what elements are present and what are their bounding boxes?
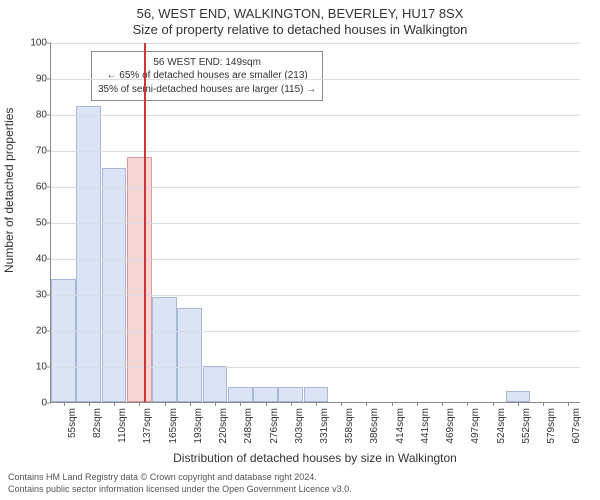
histogram-bar bbox=[228, 387, 253, 401]
y-tick-label: 0 bbox=[41, 397, 47, 408]
histogram-bar bbox=[506, 391, 531, 402]
x-tick-label: 497sqm bbox=[470, 408, 481, 444]
footer-line2: Contains public sector information licen… bbox=[8, 483, 596, 495]
x-tick-label: 386sqm bbox=[369, 408, 380, 444]
x-tick-label: 441sqm bbox=[420, 408, 431, 444]
x-tick-mark bbox=[215, 402, 216, 406]
x-tick-mark bbox=[366, 402, 367, 406]
histogram-bar bbox=[203, 366, 228, 402]
y-axis-label: Number of detached properties bbox=[2, 107, 16, 272]
x-tick-mark bbox=[266, 402, 267, 406]
x-tick-label: 276sqm bbox=[269, 408, 280, 444]
annotation-line2: ← 65% of detached houses are smaller (21… bbox=[98, 69, 316, 83]
x-tick-mark bbox=[64, 402, 65, 406]
x-tick-mark bbox=[543, 402, 544, 406]
y-tick-label: 90 bbox=[36, 73, 47, 84]
x-tick-mark bbox=[341, 402, 342, 406]
x-tick-mark bbox=[165, 402, 166, 406]
x-tick-mark bbox=[417, 402, 418, 406]
gridline bbox=[51, 79, 580, 80]
x-tick-mark bbox=[392, 402, 393, 406]
x-tick-mark bbox=[518, 402, 519, 406]
reference-marker-line bbox=[144, 43, 146, 402]
gridline bbox=[51, 187, 580, 188]
x-tick-label: 303sqm bbox=[294, 408, 305, 444]
annotation-box: 56 WEST END: 149sqm ← 65% of detached ho… bbox=[91, 51, 323, 102]
footer: Contains HM Land Registry data © Crown c… bbox=[0, 465, 600, 495]
x-tick-label: 607sqm bbox=[571, 408, 582, 444]
histogram-bar bbox=[278, 387, 303, 401]
gridline bbox=[51, 259, 580, 260]
y-tick-label: 10 bbox=[36, 361, 47, 372]
histogram-bar bbox=[51, 279, 76, 401]
x-tick-mark bbox=[291, 402, 292, 406]
histogram-bar bbox=[253, 387, 278, 401]
plot-area: 56 WEST END: 149sqm ← 65% of detached ho… bbox=[50, 43, 580, 403]
x-tick-mark bbox=[568, 402, 569, 406]
x-tick-label: 82sqm bbox=[92, 408, 103, 438]
x-tick-mark bbox=[493, 402, 494, 406]
footer-line1: Contains HM Land Registry data © Crown c… bbox=[8, 471, 596, 483]
x-tick-label: 110sqm bbox=[117, 408, 128, 443]
y-tick-label: 40 bbox=[36, 253, 47, 264]
x-tick-mark bbox=[316, 402, 317, 406]
y-tick-label: 60 bbox=[36, 181, 47, 192]
x-tick-mark bbox=[139, 402, 140, 406]
y-tick-label: 70 bbox=[36, 145, 47, 156]
x-tick-mark bbox=[190, 402, 191, 406]
histogram-bar bbox=[177, 308, 202, 402]
x-tick-label: 55sqm bbox=[67, 408, 78, 438]
annotation-line1: 56 WEST END: 149sqm bbox=[98, 56, 316, 70]
x-tick-mark bbox=[89, 402, 90, 406]
x-tick-label: 165sqm bbox=[168, 408, 179, 444]
x-tick-label: 193sqm bbox=[193, 408, 204, 444]
x-tick-label: 220sqm bbox=[218, 408, 229, 444]
x-tick-label: 552sqm bbox=[521, 408, 532, 444]
x-tick-label: 469sqm bbox=[445, 408, 456, 444]
title-address: 56, WEST END, WALKINGTON, BEVERLEY, HU17… bbox=[0, 6, 600, 22]
x-tick-label: 579sqm bbox=[546, 408, 557, 444]
y-tick-label: 30 bbox=[36, 289, 47, 300]
gridline bbox=[51, 295, 580, 296]
x-axis-label: Distribution of detached houses by size … bbox=[50, 451, 580, 465]
title-subtitle: Size of property relative to detached ho… bbox=[0, 22, 600, 38]
x-tick-mark bbox=[114, 402, 115, 406]
gridline bbox=[51, 151, 580, 152]
histogram-bar bbox=[304, 387, 329, 401]
x-tick-label: 137sqm bbox=[142, 408, 153, 444]
gridline bbox=[51, 115, 580, 116]
chart-titles: 56, WEST END, WALKINGTON, BEVERLEY, HU17… bbox=[0, 0, 600, 39]
x-tick-label: 331sqm bbox=[319, 408, 330, 444]
gridline bbox=[51, 367, 580, 368]
gridline bbox=[51, 223, 580, 224]
histogram-bar bbox=[152, 297, 177, 401]
x-tick-label: 248sqm bbox=[243, 408, 254, 444]
gridline bbox=[51, 331, 580, 332]
gridline bbox=[51, 43, 580, 44]
y-tick-label: 50 bbox=[36, 217, 47, 228]
y-tick-label: 80 bbox=[36, 109, 47, 120]
x-tick-label: 358sqm bbox=[344, 408, 355, 444]
annotation-line3: 35% of semi-detached houses are larger (… bbox=[98, 83, 316, 97]
x-tick-label: 414sqm bbox=[395, 408, 406, 444]
x-tick-label: 524sqm bbox=[496, 408, 507, 444]
histogram-bar bbox=[127, 157, 152, 402]
y-tick-label: 100 bbox=[30, 37, 47, 48]
x-tick-mark bbox=[442, 402, 443, 406]
x-tick-mark bbox=[240, 402, 241, 406]
y-tick-label: 20 bbox=[36, 325, 47, 336]
x-tick-mark bbox=[467, 402, 468, 406]
